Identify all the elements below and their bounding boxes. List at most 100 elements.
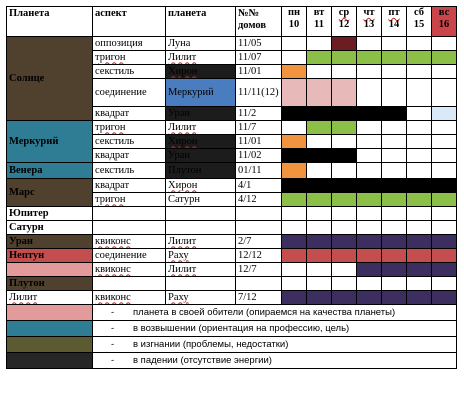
day-cell xyxy=(381,148,407,163)
day-cell xyxy=(431,106,457,121)
day-num: 11 xyxy=(314,19,324,30)
day-cell xyxy=(331,162,357,179)
aspect-text: квиконс xyxy=(95,263,131,275)
day-cell xyxy=(406,220,432,235)
day-cell xyxy=(281,276,307,291)
planet-mercury: Меркурий xyxy=(6,120,93,163)
day-cell xyxy=(381,78,407,107)
day-cell xyxy=(431,192,457,207)
table-row: квадрат Уран 11/02 xyxy=(7,148,457,163)
day-cell xyxy=(331,192,357,207)
planet2-text: Лилит xyxy=(168,235,197,247)
day-num: 16 xyxy=(438,19,450,30)
table-row: Плутон xyxy=(6,276,457,291)
day-cell xyxy=(356,248,382,263)
aspect-cell: квиконс xyxy=(92,290,166,305)
planet2-cell: Хирон xyxy=(165,64,236,79)
day-cell xyxy=(331,64,357,79)
aspect-cell: секстиль xyxy=(92,162,166,179)
day-cell xyxy=(281,192,307,207)
planet2-cell: Луна xyxy=(165,36,236,51)
day-cell xyxy=(281,50,307,65)
houses-cell: 12/7 xyxy=(235,262,282,277)
houses-cell: 4/1 xyxy=(235,178,282,193)
day-cell xyxy=(381,120,407,135)
day-cell xyxy=(281,148,307,163)
header-day-fri: пт 14 xyxy=(381,6,407,37)
aspect-cell: секстиль xyxy=(92,64,166,79)
day-cell xyxy=(431,50,457,65)
day-cell xyxy=(381,234,407,249)
table-row: тригон Сатурн 4/12 xyxy=(7,192,457,207)
header-aspect: аспект xyxy=(92,6,166,37)
planet2-cell: Хирон xyxy=(165,134,236,149)
planet2-cell: Меркурий xyxy=(165,78,236,107)
day-cell xyxy=(306,290,332,305)
day-cell xyxy=(381,106,407,121)
day-cell xyxy=(406,64,432,79)
day-cell xyxy=(281,120,307,135)
day-cell xyxy=(431,290,457,305)
day-num: 14 xyxy=(388,19,400,30)
day-cell xyxy=(331,78,357,107)
header-day-tue: вт 11 xyxy=(306,6,332,37)
day-cell xyxy=(406,290,432,305)
day-cell xyxy=(281,262,307,277)
header-day-sun: вс 16 xyxy=(431,6,457,37)
day-name: чт xyxy=(363,7,375,19)
day-cell xyxy=(356,50,382,65)
planet2-text: Лилит xyxy=(168,263,197,275)
day-name: вт xyxy=(313,7,325,19)
planet2-cell: Раху xyxy=(165,248,236,263)
day-cell xyxy=(381,262,407,277)
houses-cell: 11/02 xyxy=(235,148,282,163)
day-cell xyxy=(381,206,407,221)
planet2-cell: Лилит xyxy=(165,120,236,135)
aspect-cell: тригон xyxy=(92,50,166,65)
day-name: ср xyxy=(338,7,350,19)
day-cell xyxy=(431,206,457,221)
day-cell xyxy=(406,134,432,149)
day-cell xyxy=(356,276,382,291)
planet2-cell xyxy=(165,220,236,235)
day-cell xyxy=(306,178,332,193)
day-cell xyxy=(306,148,332,163)
day-cell xyxy=(406,206,432,221)
houses-cell: 2/7 xyxy=(235,234,282,249)
aspect-cell: тригон xyxy=(92,192,166,207)
planet2-cell xyxy=(165,276,236,291)
day-cell xyxy=(406,78,432,107)
planet2-text: Раху xyxy=(168,249,189,261)
day-cell xyxy=(406,50,432,65)
day-cell xyxy=(381,50,407,65)
aspect-cell: тригон xyxy=(92,120,166,135)
planet2-cell: Раху xyxy=(165,290,236,305)
day-cell xyxy=(381,134,407,149)
day-cell xyxy=(281,162,307,179)
planet-venus: Венера xyxy=(6,162,93,179)
day-cell xyxy=(431,148,457,163)
legend-swatch-dark xyxy=(6,352,93,369)
day-cell xyxy=(331,120,357,135)
day-cell xyxy=(306,134,332,149)
aspect-cell xyxy=(92,206,166,221)
day-cell xyxy=(406,262,432,277)
legend-text: - планета в своей обители (опираемся на к… xyxy=(92,304,457,321)
day-cell xyxy=(331,148,357,163)
day-cell xyxy=(381,290,407,305)
day-cell xyxy=(406,276,432,291)
day-cell xyxy=(406,192,432,207)
day-cell xyxy=(331,178,357,193)
day-cell xyxy=(331,220,357,235)
day-cell xyxy=(381,248,407,263)
houses-cell: 11/01 xyxy=(235,64,282,79)
day-cell xyxy=(331,36,357,51)
houses-cell: 11/11(12) xyxy=(235,78,282,107)
day-cell xyxy=(331,106,357,121)
day-cell xyxy=(431,134,457,149)
aspect-cell: соединение xyxy=(92,248,166,263)
day-cell xyxy=(356,220,382,235)
day-cell xyxy=(431,220,457,235)
day-cell xyxy=(381,64,407,79)
planet2-cell: Лилит xyxy=(165,234,236,249)
